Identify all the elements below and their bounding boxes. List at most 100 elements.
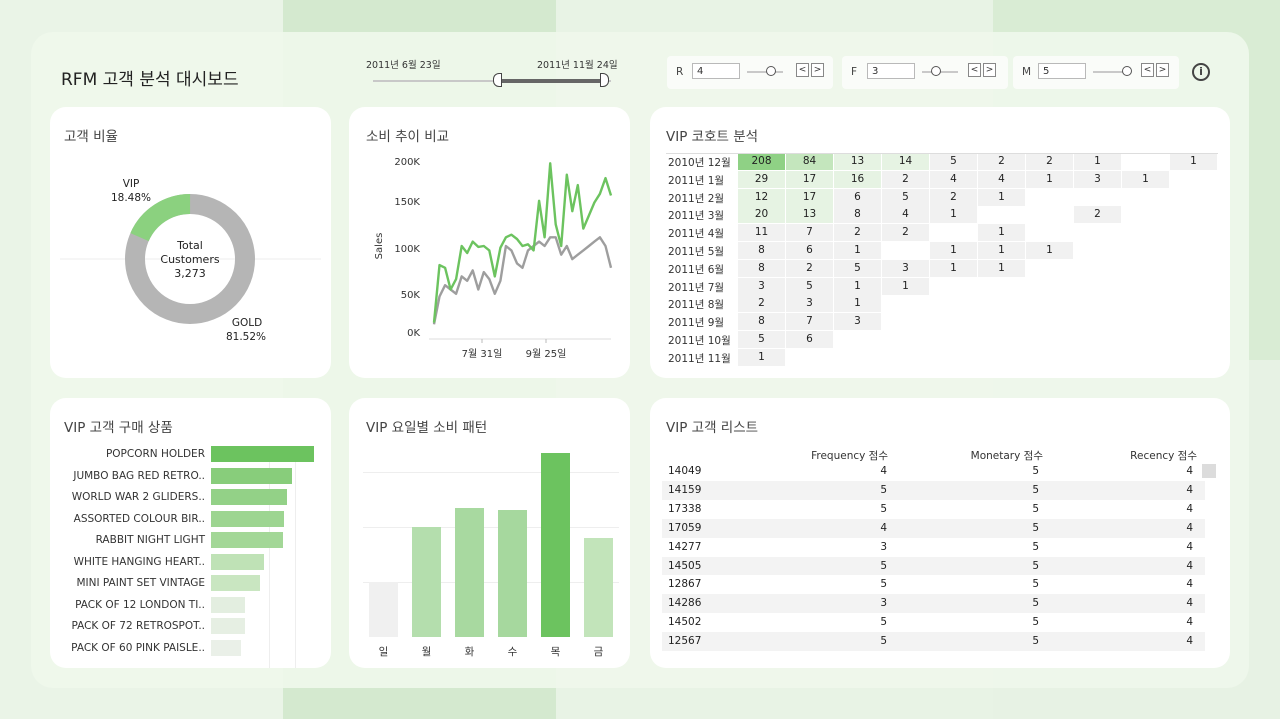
table-row[interactable]: 14277 3 5 4 <box>662 537 1205 557</box>
cohort-cell[interactable]: 2 <box>738 295 785 313</box>
product-bar[interactable] <box>211 618 245 634</box>
product-bar[interactable] <box>211 553 264 570</box>
cohort-cell[interactable] <box>882 242 929 259</box>
column-header-recency[interactable]: Recency 점수 <box>1130 450 1197 462</box>
cohort-cell[interactable] <box>930 224 977 241</box>
cohort-cell[interactable]: 8 <box>738 313 785 331</box>
column-header-frequency[interactable]: Frequency 점수 <box>811 450 888 462</box>
table-row[interactable]: 14286 3 5 4 <box>662 594 1205 614</box>
cohort-cell[interactable]: 1 <box>930 242 977 259</box>
cohort-cell[interactable] <box>1026 206 1073 223</box>
filter-r-slider-knob[interactable] <box>766 66 776 76</box>
cohort-cell[interactable] <box>1122 153 1169 170</box>
cohort-cell[interactable]: 2 <box>978 153 1025 170</box>
cohort-cell[interactable]: 3 <box>786 295 833 313</box>
cohort-cell[interactable]: 7 <box>786 224 833 242</box>
filter-m-slider[interactable] <box>1093 71 1129 73</box>
trend-series-line[interactable] <box>432 162 613 323</box>
cohort-cell[interactable]: 1 <box>978 224 1025 242</box>
info-icon[interactable]: i <box>1192 63 1210 81</box>
product-bar[interactable] <box>211 446 314 462</box>
cohort-cell[interactable]: 6 <box>786 331 833 348</box>
cohort-cell[interactable]: 1 <box>930 206 977 224</box>
weekday-bar[interactable] <box>455 508 484 637</box>
cohort-cell[interactable]: 2 <box>1026 153 1073 170</box>
weekday-bar[interactable] <box>541 453 570 637</box>
cohort-cell[interactable]: 5 <box>834 259 881 277</box>
cohort-cell[interactable]: 1 <box>978 188 1025 206</box>
cohort-cell[interactable]: 208 <box>738 153 785 170</box>
cohort-cell[interactable]: 1 <box>978 259 1025 277</box>
cohort-cell[interactable]: 3 <box>882 259 929 277</box>
product-bar[interactable] <box>211 639 241 656</box>
cohort-cell[interactable]: 3 <box>834 313 881 331</box>
cohort-cell[interactable]: 2 <box>786 259 833 277</box>
filter-r-input[interactable] <box>692 63 740 79</box>
product-bar[interactable] <box>211 489 288 505</box>
cohort-cell[interactable]: 84 <box>786 153 833 170</box>
cohort-cell[interactable]: 29 <box>738 170 785 188</box>
cohort-cell[interactable]: 6 <box>786 242 833 259</box>
cohort-cell[interactable]: 14 <box>882 153 929 170</box>
trend-series-line[interactable] <box>432 236 613 325</box>
list-scrollbar-thumb[interactable] <box>1202 464 1216 478</box>
table-row[interactable]: 17338 5 5 4 <box>662 499 1205 519</box>
cohort-cell[interactable]: 5 <box>882 188 929 206</box>
cohort-cell[interactable]: 2 <box>882 224 929 242</box>
cohort-cell[interactable]: 5 <box>738 331 785 348</box>
cohort-cell[interactable]: 2 <box>834 224 881 242</box>
table-row[interactable]: 12567 5 5 4 <box>662 632 1205 652</box>
cohort-cell[interactable]: 3 <box>1074 170 1121 188</box>
product-bar[interactable] <box>211 596 245 613</box>
cohort-cell[interactable]: 17 <box>786 170 833 188</box>
cohort-cell[interactable]: 17 <box>786 188 833 206</box>
cohort-cell[interactable]: 4 <box>930 170 977 188</box>
filter-f-input[interactable] <box>867 63 915 79</box>
cohort-cell[interactable]: 1 <box>834 277 881 295</box>
table-row[interactable]: 14049 4 5 4 <box>662 462 1205 481</box>
cohort-cell[interactable]: 1 <box>1026 170 1073 188</box>
cohort-cell[interactable]: 1 <box>834 242 881 259</box>
cohort-cell[interactable]: 5 <box>930 153 977 170</box>
cohort-cell[interactable]: 1 <box>1170 153 1217 170</box>
product-bar[interactable] <box>211 510 285 527</box>
cohort-cell[interactable]: 7 <box>786 313 833 331</box>
filter-m-input[interactable] <box>1038 63 1086 79</box>
cohort-cell[interactable]: 8 <box>738 242 785 259</box>
date-slider-track[interactable] <box>373 80 611 82</box>
cohort-cell[interactable]: 8 <box>834 206 881 224</box>
filter-r-slider[interactable] <box>747 71 783 73</box>
filter-f-next-button[interactable]: > <box>983 63 996 77</box>
table-row[interactable]: 14159 5 5 4 <box>662 480 1205 500</box>
cohort-cell[interactable]: 11 <box>738 224 785 242</box>
date-slider-range[interactable] <box>497 79 605 83</box>
filter-f-prev-button[interactable]: < <box>968 63 981 77</box>
cohort-cell[interactable]: 13 <box>834 153 881 170</box>
table-row[interactable]: 17059 4 5 4 <box>662 518 1205 538</box>
cohort-cell[interactable] <box>978 206 1025 223</box>
cohort-cell[interactable]: 1 <box>1026 242 1073 259</box>
cohort-cell[interactable]: 16 <box>834 170 881 188</box>
weekday-bar[interactable] <box>412 526 441 637</box>
cohort-cell[interactable]: 2 <box>1074 206 1121 224</box>
cohort-cell[interactable]: 5 <box>786 277 833 295</box>
product-bar[interactable] <box>211 575 261 591</box>
table-row[interactable]: 14502 5 5 4 <box>662 613 1205 633</box>
cohort-cell[interactable]: 20 <box>738 206 785 224</box>
cohort-cell[interactable]: 8 <box>738 259 785 277</box>
cohort-cell[interactable]: 4 <box>882 206 929 224</box>
cohort-cell[interactable]: 1 <box>1074 153 1121 170</box>
table-row[interactable]: 12867 5 5 4 <box>662 575 1205 595</box>
filter-f-slider-knob[interactable] <box>931 66 941 76</box>
weekday-bar[interactable] <box>369 581 398 637</box>
cohort-cell[interactable]: 3 <box>738 277 785 295</box>
column-header-monetary[interactable]: Monetary 점수 <box>970 450 1043 462</box>
cohort-cell[interactable]: 6 <box>834 188 881 206</box>
filter-m-prev-button[interactable]: < <box>1141 63 1154 77</box>
table-row[interactable]: 14505 5 5 4 <box>662 556 1205 576</box>
weekday-bar[interactable] <box>584 537 613 637</box>
weekday-bar[interactable] <box>498 510 527 637</box>
cohort-cell[interactable]: 1 <box>1122 170 1169 188</box>
cohort-cell[interactable]: 4 <box>978 170 1025 188</box>
product-bar[interactable] <box>211 467 293 484</box>
